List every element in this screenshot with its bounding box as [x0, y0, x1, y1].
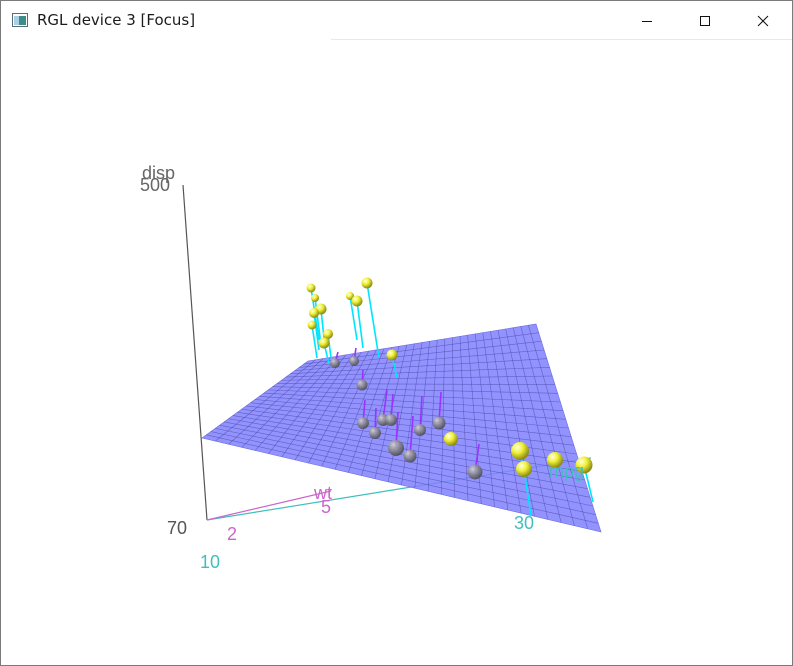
- data-point: [432, 416, 446, 430]
- minimize-button[interactable]: [618, 1, 676, 40]
- maximize-button[interactable]: [676, 1, 734, 40]
- plane-grid-line: [303, 332, 539, 365]
- plane-grid-line: [246, 405, 574, 446]
- residual-line: [366, 282, 380, 359]
- data-point: [575, 456, 593, 474]
- rgl-3d-canvas[interactable]: disp 500 70 mpg 30 10 wt 5 2: [1, 40, 792, 665]
- data-point: [547, 452, 563, 468]
- data-point: [357, 417, 369, 429]
- plane-grid-line: [290, 358, 547, 375]
- residual-line: [349, 295, 358, 341]
- data-point: [361, 277, 373, 289]
- scatter3d-plot[interactable]: disp 500 70 mpg 30 10 wt 5 2: [1, 40, 792, 665]
- plane-grid-line: [219, 424, 591, 498]
- mpg-tick-30: 30: [514, 513, 534, 533]
- plane-grid-line: [285, 367, 550, 378]
- disp-axis-label: disp: [142, 163, 175, 183]
- plane-grid-line: [206, 434, 599, 524]
- regression-plane: [201, 323, 602, 533]
- data-point: [385, 414, 397, 426]
- plane-grid-line: [250, 402, 572, 437]
- plane-grid-line: [281, 375, 553, 381]
- title-bar[interactable]: RGL device 3 [Focus]: [1, 1, 792, 40]
- data-point: [467, 464, 483, 480]
- plane-grid-line: [277, 383, 555, 385]
- plane-grid-line: [268, 389, 561, 403]
- data-point: [516, 461, 532, 477]
- window-title: RGL device 3 [Focus]: [37, 11, 196, 29]
- minimize-icon: [642, 20, 652, 22]
- data-point: [330, 358, 340, 368]
- close-icon: [757, 15, 769, 26]
- data-point: [403, 449, 417, 463]
- disp-tick-500: 500: [140, 175, 170, 195]
- data-point: [511, 442, 529, 460]
- mpg-axis-label: mpg: [549, 461, 584, 481]
- residual-line: [311, 324, 318, 359]
- plane-grid-line: [210, 431, 596, 515]
- data-point: [349, 356, 359, 366]
- wt-axis-line: [206, 490, 332, 521]
- close-button[interactable]: [734, 1, 792, 40]
- maximize-icon: [700, 15, 710, 26]
- plane-grid-line: [215, 428, 593, 507]
- data-point: [388, 440, 404, 456]
- rgl-window-icon: [12, 13, 28, 27]
- plane-grid: [206, 325, 599, 529]
- residual-line: [314, 297, 322, 346]
- plane-grid-line: [259, 395, 566, 420]
- data-point: [351, 295, 363, 307]
- data-point: [309, 308, 319, 318]
- plane-grid-line: [254, 399, 569, 429]
- residual-line: [313, 312, 320, 351]
- data-point: [318, 337, 330, 349]
- wt-tick-5: 5: [321, 497, 331, 517]
- data-point: [386, 349, 398, 361]
- disp-axis-line: [182, 184, 208, 521]
- data-point: [346, 292, 354, 300]
- residual-line: [356, 300, 364, 349]
- data-point: [356, 379, 368, 391]
- data-point: [444, 432, 458, 446]
- mpg-tick-10: 10: [200, 552, 220, 572]
- data-points: [306, 277, 593, 480]
- wt-axis-label: wt: [313, 483, 332, 503]
- data-point: [306, 283, 316, 293]
- data-point: [414, 424, 426, 436]
- residual-line: [409, 415, 414, 457]
- plane-grid-line: [263, 392, 564, 411]
- data-point: [323, 329, 333, 339]
- data-point: [307, 320, 317, 330]
- plane-grid-line: [272, 386, 558, 394]
- disp-tick-70: 70: [167, 518, 187, 538]
- title-separator: [331, 39, 792, 40]
- data-point: [369, 427, 381, 439]
- wt-tick-2: 2: [227, 524, 237, 544]
- data-point: [311, 294, 319, 302]
